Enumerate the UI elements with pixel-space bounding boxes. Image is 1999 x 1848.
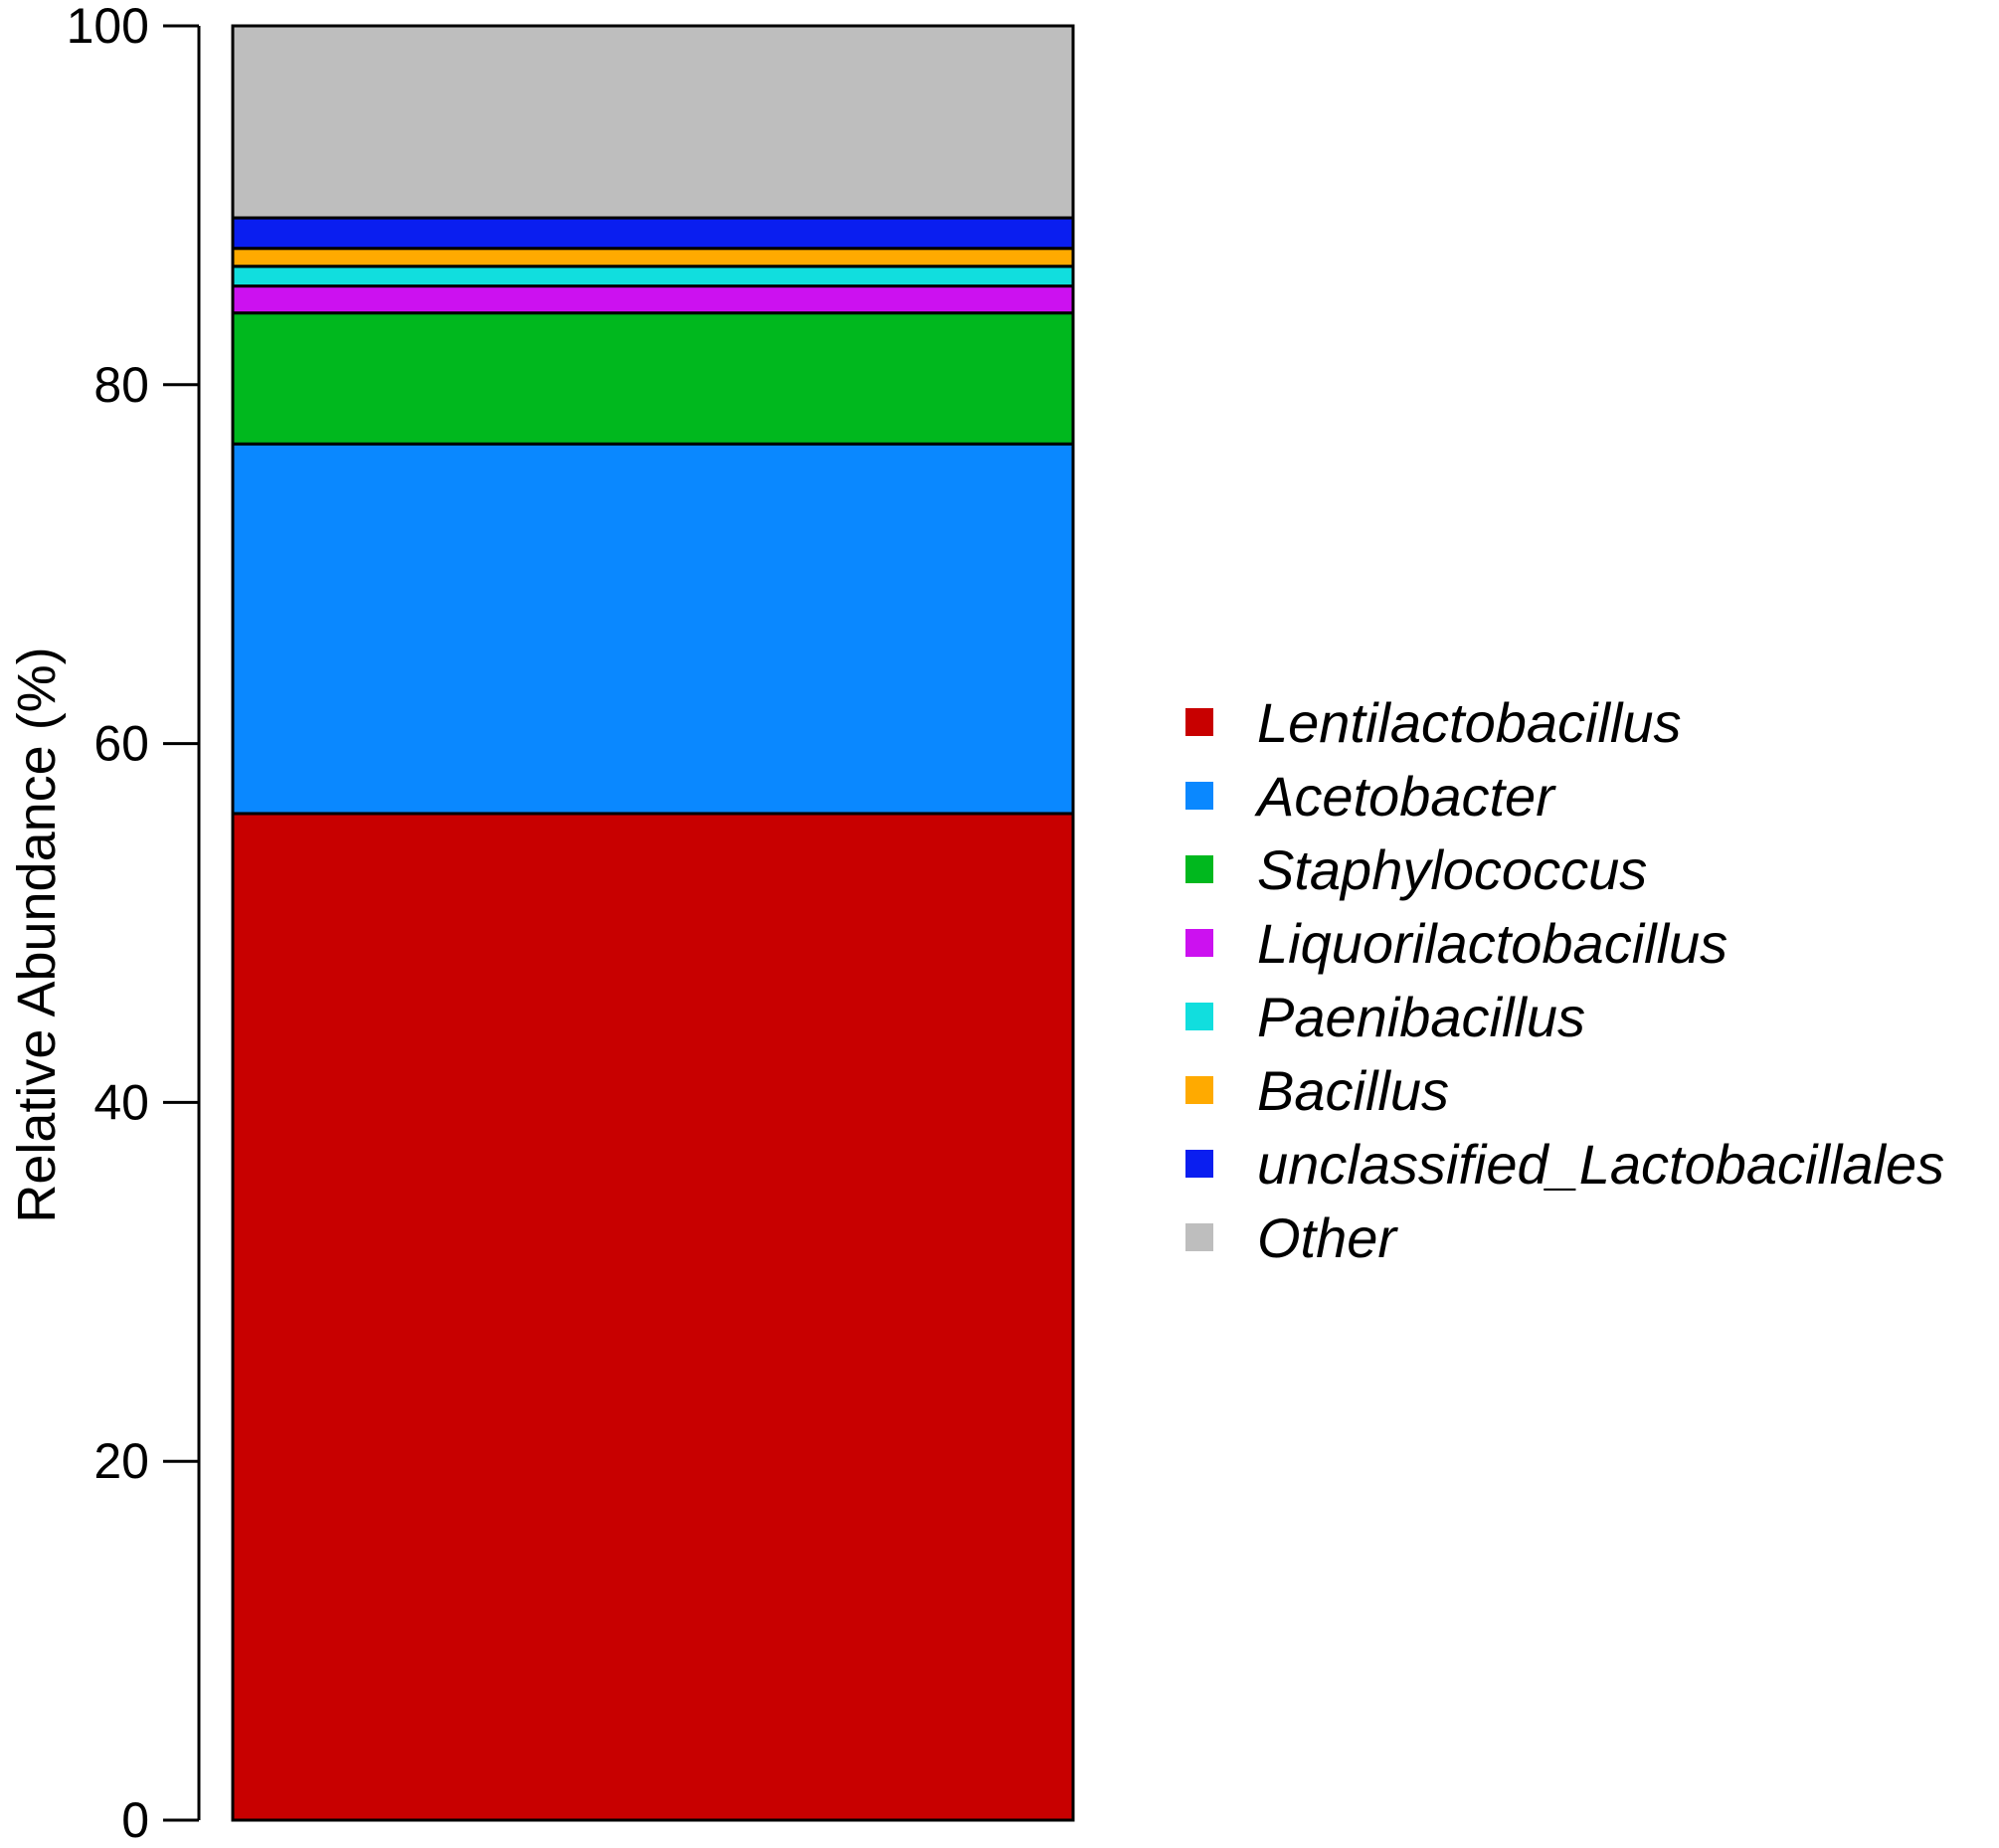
- legend-swatch: [1185, 929, 1213, 957]
- bar-stack: [231, 24, 1075, 1822]
- legend-swatch: [1185, 708, 1213, 736]
- y-tick-label: 40: [93, 1074, 149, 1130]
- y-tick-label: 20: [93, 1433, 149, 1489]
- legend-label: Other: [1257, 1206, 1398, 1269]
- bar-segment-staphylococcus: [231, 311, 1075, 446]
- legend-label: Liquorilactobacillus: [1257, 912, 1727, 975]
- y-tick-label: 60: [93, 716, 149, 772]
- bar-segment-paenibacillus: [231, 265, 1075, 288]
- bar-segment-unclassified-lactobacillales: [231, 216, 1075, 251]
- legend-label: Acetobacter: [1254, 765, 1556, 828]
- y-tick-label: 80: [93, 357, 149, 413]
- legend-swatch: [1185, 1003, 1213, 1030]
- bar-segment-lentilactobacillus: [231, 812, 1075, 1822]
- legend-label: unclassified_Lactobacillales: [1257, 1133, 1944, 1196]
- y-axis-title: Relative Abundance (%): [7, 647, 67, 1222]
- bar-segment-acetobacter: [231, 442, 1075, 816]
- bar-segment-bacillus: [231, 247, 1075, 269]
- legend-swatch: [1185, 782, 1213, 810]
- bar-segment-liquorilactobacillus: [231, 284, 1075, 315]
- legend-swatch: [1185, 1223, 1213, 1251]
- legend: Lentilactobacillus Acetobacter Staphylococ…: [1185, 691, 1944, 1269]
- legend-label: Lentilactobacillus: [1257, 691, 1681, 754]
- legend-label: Bacillus: [1257, 1059, 1449, 1122]
- y-tick-label: 0: [121, 1792, 149, 1848]
- legend-swatch: [1185, 1150, 1213, 1178]
- legend-swatch: [1185, 855, 1213, 883]
- y-tick-label: 100: [67, 0, 149, 54]
- bar-segment-other: [231, 24, 1075, 220]
- legend-label: Paenibacillus: [1257, 986, 1585, 1048]
- legend-label: Staphylococcus: [1257, 838, 1647, 901]
- legend-swatch: [1185, 1076, 1213, 1104]
- y-axis: 0 20 40 60 80 100: [67, 0, 201, 1848]
